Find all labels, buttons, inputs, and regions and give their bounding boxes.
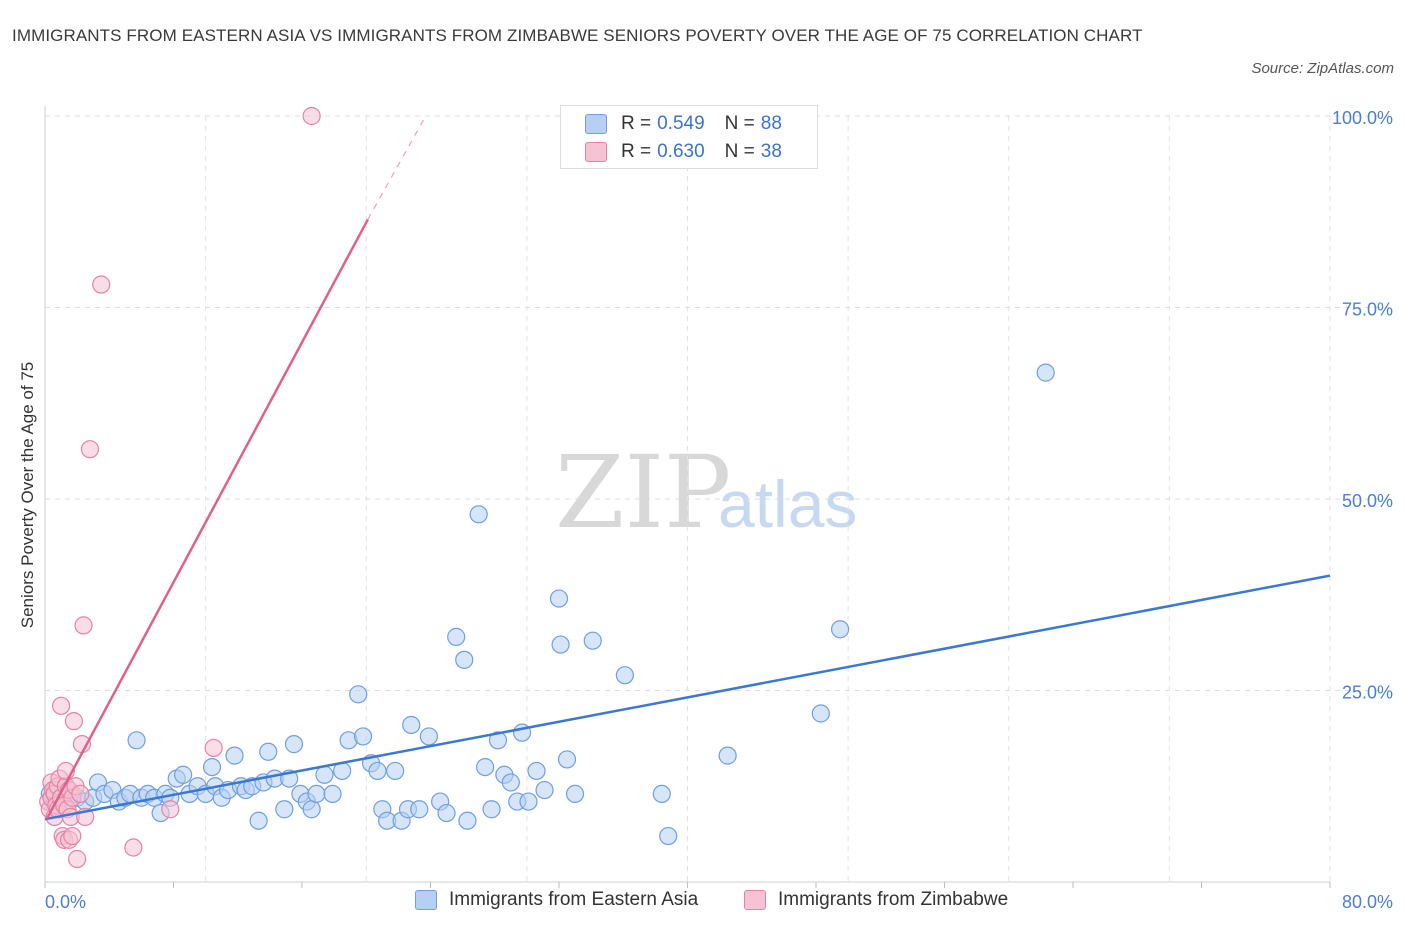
point-eastern-asia [419, 727, 438, 746]
point-eastern-asia [1036, 363, 1055, 382]
trend-line-zimbabwe [45, 218, 369, 820]
point-eastern-asia [718, 746, 737, 765]
point-zimbabwe [161, 800, 180, 819]
point-zimbabwe [302, 106, 321, 126]
point-eastern-asia [259, 742, 278, 761]
y-tick-label: 25.0% [1342, 683, 1393, 703]
point-eastern-asia [302, 800, 321, 819]
point-zimbabwe [92, 275, 111, 294]
point-zimbabwe [74, 616, 93, 635]
point-zimbabwe [68, 849, 87, 869]
point-eastern-asia [368, 761, 387, 781]
legend-row-eastern-asia: R = 0.549 N = 88 [585, 112, 782, 136]
point-eastern-asia [249, 811, 268, 830]
point-eastern-asia [551, 635, 570, 654]
correlation-legend: R = 0.549 N = 88 R = 0.630 N = 38 [560, 105, 818, 169]
series-legend-eastern-asia: Immigrants from Eastern Asia [415, 889, 698, 911]
y-tick-label: 50.0% [1342, 491, 1393, 511]
series-legend-label: Immigrants from Eastern Asia [449, 889, 699, 910]
x-tick-label: 80.0% [1342, 892, 1393, 912]
point-eastern-asia [482, 800, 501, 819]
point-eastern-asia [535, 780, 554, 800]
point-zimbabwe [80, 440, 100, 459]
watermark-zip: ZIP [555, 434, 731, 551]
point-eastern-asia [447, 627, 466, 646]
series-legend-label: Immigrants from Zimbabwe [778, 889, 1009, 910]
chart-source: Source: ZipAtlas.com [1251, 60, 1394, 77]
point-eastern-asia [830, 620, 850, 639]
point-zimbabwe [124, 838, 143, 857]
point-eastern-asia [469, 505, 488, 524]
legend-r-value: 0.630 [657, 141, 705, 162]
point-zimbabwe [64, 712, 84, 731]
point-eastern-asia [458, 811, 477, 830]
point-eastern-asia [488, 731, 508, 750]
point-eastern-asia [549, 589, 569, 608]
point-eastern-asia [659, 826, 678, 846]
point-eastern-asia [527, 761, 546, 781]
y-tick-label: 75.0% [1342, 300, 1393, 320]
point-eastern-asia [476, 757, 495, 777]
point-eastern-asia [307, 784, 326, 804]
trend-lines [44, 115, 1331, 821]
trend-line-eastern-asia [44, 574, 1331, 821]
point-eastern-asia [402, 715, 421, 735]
axes [44, 106, 1331, 888]
legend-swatch-zimbabwe [585, 142, 607, 162]
point-zimbabwe [71, 784, 90, 804]
point-eastern-asia [323, 784, 342, 804]
point-zimbabwe [63, 826, 82, 846]
point-zimbabwe [204, 738, 223, 758]
point-eastern-asia [202, 757, 222, 777]
point-eastern-asia [174, 765, 193, 784]
point-eastern-asia [225, 746, 244, 765]
point-eastern-asia [652, 784, 671, 804]
trend-line-zimbabwe-extension [367, 115, 427, 220]
point-eastern-asia [615, 666, 634, 685]
watermark-atlas: atlas [718, 467, 857, 541]
point-eastern-asia [275, 800, 294, 819]
legend-n-label: N = [724, 141, 755, 162]
gridlines [45, 115, 1392, 882]
legend-row-zimbabwe: R = 0.630 N = 38 [585, 140, 782, 164]
point-eastern-asia [811, 704, 830, 723]
point-eastern-asia [455, 650, 474, 669]
point-eastern-asia [565, 784, 585, 804]
series-legend-zimbabwe: Immigrants from Zimbabwe [744, 889, 1008, 911]
point-eastern-asia [349, 685, 368, 704]
point-zimbabwe [51, 696, 71, 715]
chart-title: IMMIGRANTS FROM EASTERN ASIA VS IMMIGRAN… [12, 26, 1143, 45]
point-eastern-asia [127, 731, 146, 750]
legend-n-value: 88 [760, 113, 782, 134]
point-eastern-asia [557, 750, 577, 769]
point-eastern-asia [315, 765, 334, 784]
legend-r-value: 0.549 [657, 113, 705, 134]
tick-labels: 25.0% 50.0% 75.0% 100.0% 0.0% 80.0% [45, 108, 1393, 912]
point-eastern-asia [284, 735, 304, 754]
legend-swatch-eastern-asia [585, 114, 607, 134]
point-eastern-asia [386, 761, 405, 781]
point-eastern-asia [501, 773, 520, 792]
data-points [39, 106, 1055, 869]
legend-n-label: N = [724, 113, 755, 134]
point-eastern-asia [410, 800, 429, 819]
series-swatch-eastern-asia [415, 890, 437, 910]
legend-n-value: 38 [760, 141, 782, 162]
point-eastern-asia [353, 727, 373, 746]
y-tick-label: 100.0% [1332, 108, 1393, 128]
point-eastern-asia [519, 792, 538, 811]
series-swatch-zimbabwe [744, 890, 766, 910]
legend-r-label: R = [621, 141, 652, 162]
point-eastern-asia [437, 803, 456, 823]
point-eastern-asia [583, 631, 602, 650]
legend-r-label: R = [621, 113, 652, 134]
x-tick-label: 0.0% [45, 892, 86, 912]
